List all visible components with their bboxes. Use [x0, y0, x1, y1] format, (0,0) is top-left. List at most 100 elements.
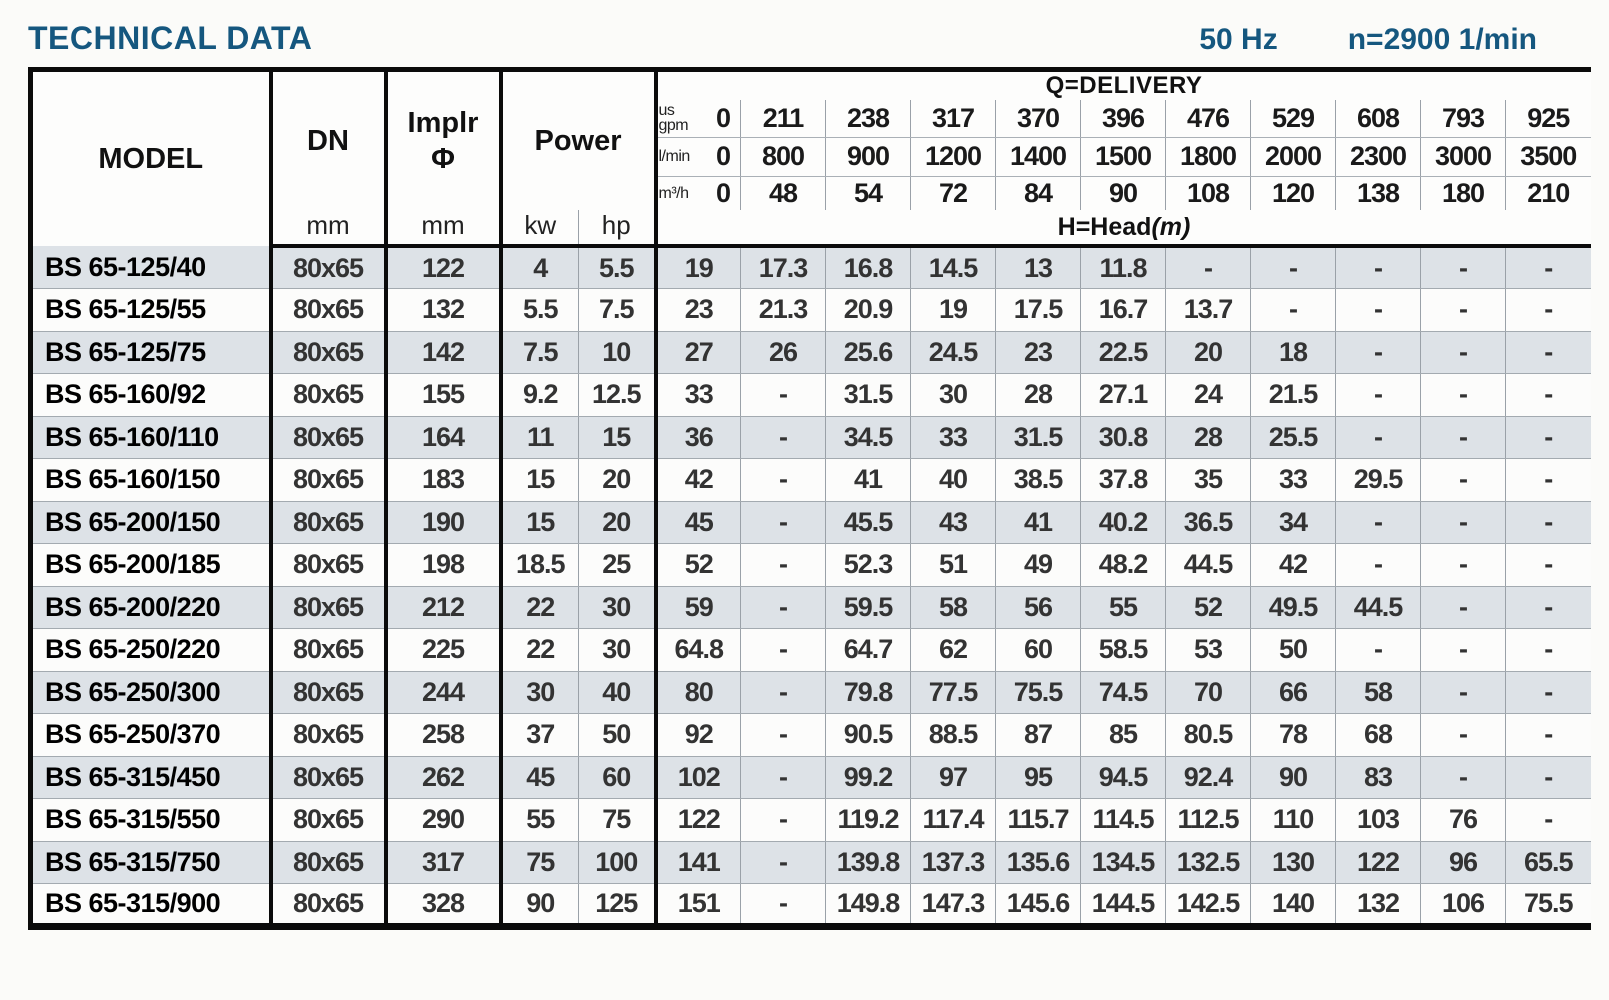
technical-data-table: MODEL DN Implr Φ Power Q=DELIVERY us gpm… [28, 67, 1591, 930]
power-hp-cell: 10 [578, 331, 658, 374]
model-cell: BS 65-315/450 [30, 756, 273, 799]
head-cell: - [740, 883, 826, 926]
head-cell: 87 [995, 713, 1081, 757]
delivery-unit-m3h: m³/h 0 [655, 176, 741, 210]
m3h-value: 90 [1080, 176, 1166, 210]
gpm-value: 370 [995, 100, 1081, 138]
head-cell: 96 [1420, 841, 1506, 884]
power-hp-cell: 125 [578, 883, 658, 926]
head-cell: 34.5 [825, 416, 911, 459]
power-kw-cell: 18.5 [500, 543, 579, 587]
head-cell: - [1335, 416, 1421, 459]
head-cell: 62 [910, 628, 996, 672]
head-cell: - [740, 756, 826, 799]
head-cell: 45 [655, 501, 741, 544]
power-hp-cell: 7.5 [578, 288, 658, 332]
head-unit: (m) [1151, 212, 1191, 241]
power-hp-cell: 20 [578, 501, 658, 544]
dn-cell: 80x65 [270, 331, 388, 374]
head-cell: 27 [655, 331, 741, 374]
power-hp-cell: 50 [578, 713, 658, 757]
table-row: BS 65-200/220 80x65 212 22 30 59-59.5 58 56 55 52… [30, 586, 1591, 629]
head-cell: - [1505, 756, 1591, 799]
head-cell: - [1505, 713, 1591, 757]
model-cell: BS 65-200/185 [30, 543, 273, 587]
lmin-value: 800 [740, 137, 826, 177]
head-cell: 66 [1250, 671, 1336, 714]
head-cell: 49.5 [1250, 586, 1336, 629]
head-cell: - [1420, 246, 1506, 289]
power-hp-cell: 60 [578, 756, 658, 799]
head-cell: - [1420, 543, 1506, 587]
lmin-value: 1200 [910, 137, 996, 177]
head-cell: 64.8 [655, 628, 741, 672]
head-cell: 34 [1250, 501, 1336, 544]
dn-cell: 80x65 [270, 543, 388, 587]
m3h-value: 210 [1505, 176, 1591, 210]
head-cell: - [740, 841, 826, 884]
model-cell: BS 65-250/220 [30, 628, 273, 672]
head-cell: 21.5 [1250, 373, 1336, 417]
head-cell: 33 [1250, 458, 1336, 502]
head-cell: 102 [655, 756, 741, 799]
lmin-value: 1800 [1165, 137, 1251, 177]
power-hp-cell: 15 [578, 416, 658, 459]
dn-cell: 80x65 [270, 671, 388, 714]
lmin-zero: 0 [715, 141, 731, 171]
power-kw-cell: 15 [500, 458, 579, 502]
m3h-value: 72 [910, 176, 996, 210]
head-cell: 25.6 [825, 331, 911, 374]
impeller-cell: 225 [385, 628, 503, 672]
head-cell: 92.4 [1165, 756, 1251, 799]
power-hp-unit: hp [578, 210, 658, 248]
model-cell: BS 65-125/40 [30, 246, 273, 289]
impeller-cell: 155 [385, 373, 503, 417]
impeller-unit: mm [385, 210, 503, 248]
head-cell: 68 [1335, 713, 1421, 757]
head-cell: 132.5 [1165, 841, 1251, 884]
head-cell: - [1420, 671, 1506, 714]
model-cell: BS 65-200/150 [30, 501, 273, 544]
head-cell: 117.4 [910, 798, 996, 842]
head-cell: - [1335, 288, 1421, 332]
lmin-value: 1500 [1080, 137, 1166, 177]
power-hp-cell: 12.5 [578, 373, 658, 417]
head-cell: - [740, 798, 826, 842]
head-cell: 74.5 [1080, 671, 1166, 714]
head-cell: 79.8 [825, 671, 911, 714]
head-cell: 122 [655, 798, 741, 842]
power-kw-cell: 9.2 [500, 373, 579, 417]
table-row: BS 65-125/40 80x65 122 4 5.5 19 17.3 16.8 14.5 13… [30, 246, 1591, 289]
head-cell: 149.8 [825, 883, 911, 926]
head-cell: 49 [995, 543, 1081, 587]
impeller-cell: 183 [385, 458, 503, 502]
power-kw-cell: 75 [500, 841, 579, 884]
head-cell: - [1505, 628, 1591, 672]
head-cell: 132 [1335, 883, 1421, 926]
power-kw-cell: 4 [500, 246, 579, 289]
head-cell: - [740, 713, 826, 757]
head-cell: - [1420, 331, 1506, 374]
dn-cell: 80x65 [270, 628, 388, 672]
head-cell: 53 [1165, 628, 1251, 672]
head-cell: 31.5 [995, 416, 1081, 459]
head-cell: 23 [995, 331, 1081, 374]
head-cell: 151 [655, 883, 741, 926]
gpm-value: 793 [1420, 100, 1506, 138]
head-cell: 144.5 [1080, 883, 1166, 926]
head-cell: 17.3 [740, 246, 826, 289]
head-cell: 75.5 [995, 671, 1081, 714]
head-cell: 88.5 [910, 713, 996, 757]
impeller-cell: 290 [385, 798, 503, 842]
head-cell: 94.5 [1080, 756, 1166, 799]
head-cell: - [1505, 458, 1591, 502]
head-cell: 40.2 [1080, 501, 1166, 544]
head-section-title: H=Head(m) [655, 210, 1591, 248]
power-kw-cell: 55 [500, 798, 579, 842]
head-cell: - [1420, 586, 1506, 629]
table-row: BS 65-200/150 80x65 190 15 20 45-45.5 43 41 40.2… [30, 501, 1591, 544]
table-row: BS 65-250/370 80x65 258 37 50 92-90.5 88.5 87 85… [30, 713, 1591, 757]
head-cell: 23 [655, 288, 741, 332]
head-cell: 114.5 [1080, 798, 1166, 842]
head-cell: 95 [995, 756, 1081, 799]
